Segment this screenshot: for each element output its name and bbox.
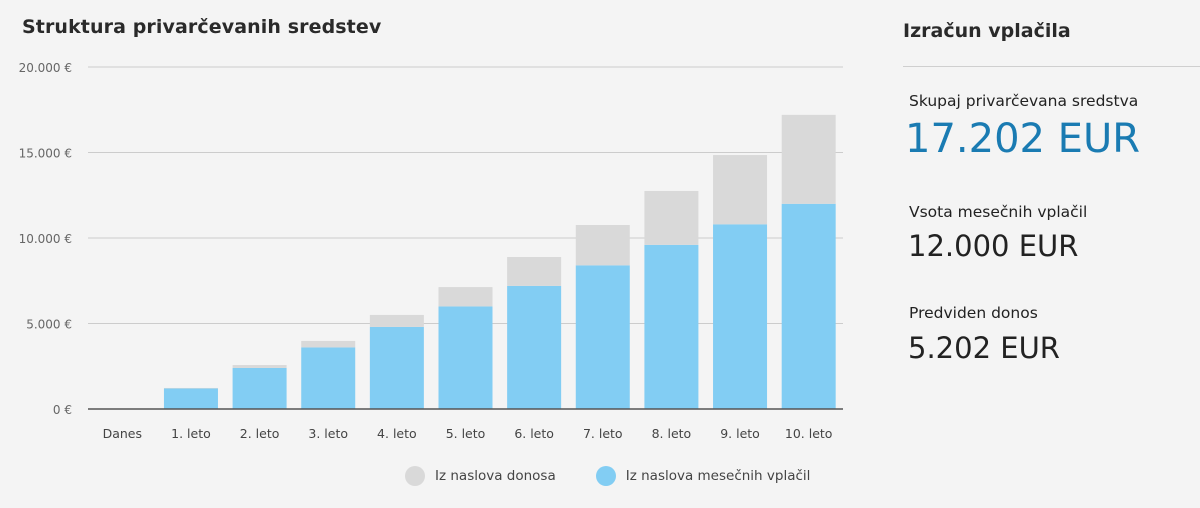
chart-legend: Iz naslova donosa Iz naslova mesečnih vp…	[405, 466, 810, 486]
bar-segment	[369, 314, 424, 327]
legend-swatch-grey	[405, 466, 425, 486]
payments-value: 12.000 EUR	[908, 229, 1079, 263]
bar-segment	[438, 306, 493, 409]
x-tick-label: 10. leto	[785, 426, 833, 441]
bar-segment	[644, 190, 699, 245]
bar-segment	[163, 387, 218, 389]
bar-segment	[507, 285, 562, 409]
x-tick-label: 5. leto	[446, 426, 486, 441]
bar-segment	[781, 203, 836, 409]
y-tick-label: 15.000 €	[19, 147, 72, 161]
x-tick-label: 1. leto	[171, 426, 211, 441]
bar-segment	[781, 114, 836, 204]
bar-segment	[507, 256, 562, 286]
x-tick-label: 9. leto	[720, 426, 760, 441]
legend-item-vplacila[interactable]: Iz naslova mesečnih vplačil	[595, 466, 811, 486]
x-tick-label: 8. leto	[652, 426, 692, 441]
bar-segment	[575, 225, 630, 266]
x-tick-label: 7. leto	[583, 426, 623, 441]
legend-item-donos[interactable]: Iz naslova donosa	[405, 466, 556, 486]
bar-segment	[713, 155, 768, 225]
bar-segment	[301, 340, 356, 348]
bar-chart: 0 € 5.000 € 10.000 € 15.000 € 20.000 € Danes 1…	[19, 61, 843, 441]
x-tick-label: Danes	[103, 426, 142, 441]
payments-label: Vsota mesečnih vplačil	[909, 203, 1088, 221]
total-value: 17.202 EUR	[905, 116, 1141, 162]
y-tick-label: 5.000 €	[26, 318, 72, 332]
x-tick-label: 2. leto	[240, 426, 280, 441]
total-label: Skupaj privarčevana sredstva	[909, 92, 1139, 110]
bar-segment	[438, 287, 493, 307]
bar-segment	[163, 388, 218, 409]
x-tick-label: 4. leto	[377, 426, 417, 441]
bar-segment	[232, 365, 287, 368]
legend-swatch-blue	[595, 466, 616, 486]
x-tick-label: 3. leto	[308, 426, 348, 441]
bar-segment	[713, 224, 768, 409]
return-value: 5.202 EUR	[908, 331, 1060, 365]
bar-segment	[369, 326, 424, 409]
return-label: Predviden donos	[909, 304, 1038, 322]
y-tick-label: 10.000 €	[19, 232, 72, 246]
summary-title: Izračun vplačila	[903, 20, 1071, 42]
divider	[903, 66, 1200, 67]
bar-segment	[232, 367, 287, 409]
legend-label: Iz naslova donosa	[435, 468, 556, 484]
x-tick-label: 6. leto	[514, 426, 554, 441]
bar-segment	[301, 347, 356, 409]
y-tick-label: 20.000 €	[19, 61, 72, 75]
y-tick-label: 0 €	[53, 403, 72, 417]
chart-title: Struktura privarčevanih sredstev	[22, 16, 382, 38]
bar-segment	[644, 244, 699, 409]
legend-label: Iz naslova mesečnih vplačil	[625, 468, 811, 484]
bar-segment	[575, 265, 630, 409]
